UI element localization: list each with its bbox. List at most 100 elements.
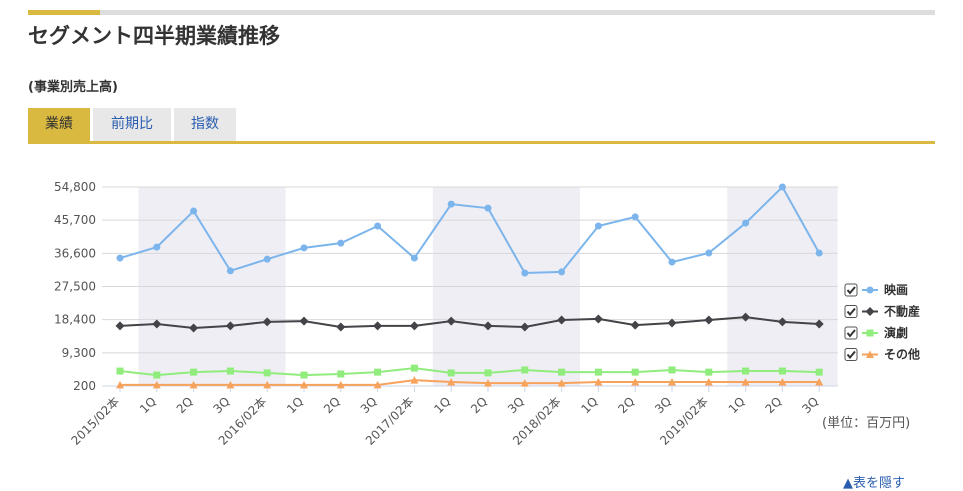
marker bbox=[815, 249, 823, 257]
marker bbox=[631, 377, 640, 386]
top-bar bbox=[28, 10, 935, 15]
marker bbox=[410, 376, 419, 384]
legend-check bbox=[846, 307, 856, 317]
marker bbox=[667, 318, 677, 328]
marker bbox=[152, 319, 162, 329]
y-tick-label: 54,800 bbox=[54, 180, 96, 194]
marker bbox=[116, 380, 124, 389]
legend-label: その他 bbox=[884, 347, 920, 362]
marker bbox=[116, 367, 124, 375]
marker bbox=[484, 204, 492, 212]
marker bbox=[300, 244, 308, 252]
marker bbox=[153, 243, 161, 251]
marker bbox=[410, 254, 418, 262]
marker bbox=[300, 371, 308, 379]
marker bbox=[520, 379, 529, 387]
marker bbox=[668, 377, 676, 386]
x-tick-label: 1Q bbox=[431, 394, 453, 416]
y-tick-label: 200 bbox=[73, 379, 96, 393]
x-tick-label: 2015/02本 bbox=[68, 394, 122, 448]
marker bbox=[778, 367, 786, 375]
x-tick-label: 3Q bbox=[211, 394, 233, 416]
marker bbox=[226, 380, 235, 389]
legend-item[interactable]: 演劇 bbox=[844, 325, 908, 340]
x-tick-label: 3Q bbox=[358, 394, 380, 416]
hide-table-link[interactable]: ▲表を隠す bbox=[843, 476, 905, 491]
marker bbox=[190, 207, 198, 215]
marker bbox=[594, 222, 602, 230]
marker bbox=[409, 321, 419, 331]
marker bbox=[447, 369, 455, 377]
marker bbox=[336, 380, 345, 389]
marker bbox=[337, 239, 345, 247]
tab[interactable]: 前期比 bbox=[93, 108, 171, 141]
marker bbox=[631, 213, 639, 221]
tab-underline bbox=[28, 141, 935, 144]
x-tick-label: 2Q bbox=[763, 394, 785, 416]
marker bbox=[866, 329, 874, 337]
marker bbox=[778, 377, 787, 386]
marker bbox=[705, 368, 713, 376]
unit-label: (単位：百万円) bbox=[822, 416, 911, 431]
marker bbox=[631, 368, 639, 376]
marker bbox=[225, 321, 235, 331]
marker bbox=[704, 377, 713, 386]
legend-checkbox[interactable] bbox=[844, 326, 858, 340]
marker bbox=[558, 368, 566, 376]
legend-checkbox[interactable] bbox=[844, 283, 858, 297]
y-tick-label: 45,700 bbox=[54, 213, 96, 227]
marker bbox=[484, 369, 492, 377]
marker bbox=[189, 323, 199, 333]
marker bbox=[520, 322, 530, 332]
marker bbox=[815, 377, 824, 386]
marker bbox=[116, 254, 124, 262]
legend-check bbox=[846, 350, 856, 360]
y-tick-label: 9,300 bbox=[62, 346, 96, 360]
x-tick-label: 2Q bbox=[468, 394, 490, 416]
subtitle: (事業別売上高) bbox=[28, 80, 118, 95]
y-tick-label: 27,500 bbox=[54, 280, 96, 294]
marker bbox=[484, 379, 492, 387]
x-tick-label: 2Q bbox=[174, 394, 196, 416]
y-tick-label: 36,600 bbox=[54, 246, 96, 260]
marker bbox=[778, 183, 786, 191]
x-tick-label: 1Q bbox=[284, 394, 306, 416]
marker bbox=[815, 368, 823, 376]
legend-label: 不動産 bbox=[884, 304, 920, 319]
marker bbox=[226, 367, 234, 375]
series-line bbox=[119, 316, 820, 330]
tab[interactable]: 指数 bbox=[174, 108, 236, 141]
marker bbox=[153, 371, 161, 379]
marker bbox=[865, 307, 875, 316]
tab[interactable]: 業績 bbox=[28, 108, 90, 141]
legend-item[interactable]: 不動産 bbox=[844, 304, 920, 319]
top-bar-accent bbox=[28, 10, 100, 15]
legend-checkbox[interactable] bbox=[844, 348, 858, 361]
legend-checkbox[interactable] bbox=[844, 305, 858, 318]
x-tick-label: 3Q bbox=[799, 394, 821, 416]
marker bbox=[557, 379, 566, 387]
x-tick-label: 3Q bbox=[505, 394, 527, 416]
x-tick-label: 3Q bbox=[652, 394, 674, 416]
legend-label: 演劇 bbox=[884, 325, 908, 340]
marker bbox=[705, 249, 713, 257]
marker bbox=[594, 377, 603, 386]
page-title: セグメント四半期業績推移 bbox=[28, 24, 280, 48]
legend-item[interactable]: その他 bbox=[844, 347, 920, 362]
x-tick-label: 1Q bbox=[579, 394, 601, 416]
marker bbox=[866, 350, 874, 358]
series-line bbox=[120, 379, 820, 386]
marker bbox=[594, 368, 602, 376]
legend-item[interactable]: 映画 bbox=[844, 282, 908, 297]
marker bbox=[630, 320, 640, 330]
marker bbox=[337, 370, 345, 378]
marker bbox=[866, 286, 874, 294]
x-tick-label: 1Q bbox=[726, 394, 748, 416]
x-tick-label: 2Q bbox=[321, 394, 343, 416]
marker bbox=[263, 380, 272, 389]
tabs: 業績 前期比 指数 bbox=[28, 108, 236, 141]
legend-check bbox=[846, 329, 856, 338]
marker bbox=[521, 366, 529, 374]
